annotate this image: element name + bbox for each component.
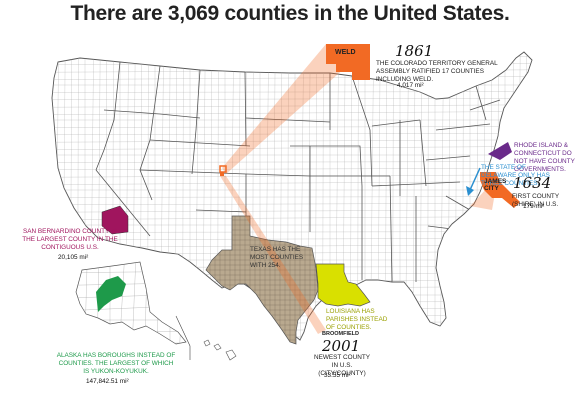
page-title: There are 3,069 counties in the United S… [70, 2, 510, 25]
county-line [52, 161, 532, 163]
county-line [315, 52, 317, 340]
weld-label: WELD [335, 49, 356, 56]
county-line [427, 52, 429, 340]
hawaii-inset [203, 339, 237, 361]
james-city-year: 1634 [513, 174, 552, 192]
broomfield-year: 2001 [322, 337, 361, 355]
county-line [52, 139, 532, 143]
rhode-island-connecticut-shape [488, 142, 512, 160]
county-line [52, 146, 532, 150]
weld-callout-beam [222, 44, 356, 174]
county-line [52, 196, 532, 198]
county-line [76, 342, 186, 344]
county-line [420, 52, 422, 340]
broomfield-callout-beam [220, 176, 326, 334]
ri-ct-note: RHODE ISLAND & CONNECTICUT DO NOT HAVE C… [514, 142, 575, 173]
louisiana-region [315, 263, 371, 307]
san-bernardino-note: SAN BERNARDINO COUNTY IS THE LARGEST COU… [22, 228, 118, 251]
weld-location-marker [219, 165, 227, 173]
san-bernardino-area: 20,105 mi² [58, 254, 89, 261]
alaska-note: ALASKA HAS BOROUGHS INSTEAD OF COUNTIES.… [56, 352, 176, 375]
broomfield-county [220, 172, 224, 176]
yukon-koyukuk-borough [96, 276, 126, 312]
county-line [52, 174, 532, 178]
contiguous-us-land [51, 51, 533, 341]
county-line [52, 111, 532, 115]
delaware-arrow-icon [466, 167, 481, 196]
county-line [72, 260, 76, 346]
james-city-county-shape [480, 172, 520, 208]
delaware-note: THE STATE OF DELAWARE ONLY HAS THREE COU… [481, 164, 550, 187]
broomfield-label: BROOMFIELD [322, 331, 359, 337]
alaska-land [75, 261, 187, 345]
james-city-label: JAMES CITY [484, 178, 507, 192]
alaska-inset-frame [175, 315, 191, 360]
weld-area: 4,017 mi² [397, 82, 424, 89]
county-line [52, 126, 532, 128]
county-line [52, 133, 532, 135]
weld-note: THE COLORADO TERRITORY GENERAL ASSEMBLY … [376, 60, 498, 83]
weld-year: 1861 [395, 42, 434, 60]
county-line [52, 98, 532, 100]
county-line [52, 168, 532, 170]
county-line [52, 56, 532, 58]
broomfield-area: 33.55 mi² [324, 372, 351, 379]
county-line [52, 216, 532, 220]
james-city-note: FIRST COUNTY (SHIRE) IN U.S. [512, 193, 559, 208]
alaska-inset [72, 260, 191, 360]
louisiana-note: LOUISIANA HAS PARISHES INSTEAD OF COUNTI… [326, 308, 388, 331]
james-city-area: 179 mi² [523, 203, 545, 210]
weld-county-shape [326, 44, 370, 80]
county-line [52, 209, 532, 213]
san-bernardino-county [101, 205, 129, 235]
county-line [440, 52, 444, 340]
alaska-area: 147,842.51 mi² [86, 378, 129, 385]
state-boundaries [95, 61, 501, 283]
county-line [52, 104, 532, 108]
broomfield-note: NEWEST COUNTY IN U.S. (CITY/COUNTY) [314, 354, 370, 377]
texas-note: TEXAS HAS THE MOST COUNTIES WITH 254. [250, 246, 304, 269]
